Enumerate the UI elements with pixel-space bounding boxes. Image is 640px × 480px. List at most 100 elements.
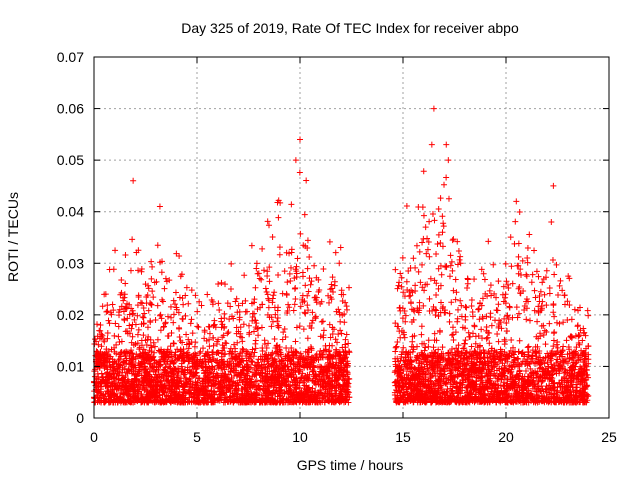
data-point: [293, 324, 300, 331]
data-point: [177, 347, 184, 354]
data-point: [139, 385, 146, 392]
data-point: [419, 340, 426, 347]
data-point: [550, 337, 557, 344]
data-point: [439, 243, 446, 250]
data-point: [266, 222, 273, 229]
data-point: [294, 255, 301, 262]
data-point: [422, 224, 429, 231]
data-point: [430, 303, 437, 310]
data-point: [268, 361, 275, 368]
data-point: [140, 332, 147, 339]
data-point: [137, 299, 144, 306]
data-point: [535, 303, 542, 310]
data-point: [431, 330, 438, 337]
data-point: [110, 390, 117, 397]
data-point: [575, 307, 582, 314]
data-point: [335, 306, 342, 313]
data-point: [122, 398, 129, 405]
data-point: [418, 323, 425, 330]
data-point: [316, 363, 323, 370]
data-point: [316, 287, 323, 293]
data-point: [126, 368, 133, 375]
data-point: [472, 333, 479, 340]
data-point: [201, 335, 208, 342]
data-point: [157, 259, 164, 266]
data-point: [329, 355, 336, 362]
data-point: [180, 358, 187, 365]
data-point: [110, 370, 117, 377]
data-point: [139, 300, 146, 307]
data-point: [179, 315, 186, 322]
data-point: [124, 330, 131, 337]
data-point: [308, 396, 315, 403]
data-point: [168, 314, 175, 321]
data-point: [164, 358, 171, 365]
data-point: [201, 327, 208, 334]
data-point: [209, 351, 216, 358]
data-point: [192, 292, 199, 299]
data-point: [145, 371, 152, 378]
data-point: [332, 336, 339, 343]
data-point: [277, 358, 284, 365]
data-point: [248, 350, 255, 357]
data-point: [254, 325, 261, 332]
data-point: [104, 329, 111, 336]
data-point: [193, 398, 200, 405]
data-point: [292, 395, 299, 402]
data-point: [296, 390, 303, 397]
data-point: [219, 342, 226, 349]
data-point: [198, 388, 205, 395]
data-point: [222, 394, 229, 401]
data-point: [550, 330, 557, 337]
data-point: [200, 345, 207, 352]
data-point: [173, 304, 180, 311]
data-point: [431, 217, 438, 224]
data-point: [534, 318, 541, 325]
data-point: [264, 355, 271, 362]
data-point: [446, 310, 453, 317]
data-point: [467, 333, 474, 340]
data-point: [287, 360, 294, 367]
data-point: [342, 355, 349, 362]
data-point: [261, 352, 268, 359]
data-point: [566, 301, 573, 308]
data-point: [307, 344, 314, 351]
data-point: [202, 363, 209, 370]
data-point: [267, 390, 274, 397]
data-point: [216, 380, 223, 387]
data-point: [132, 371, 139, 378]
data-point: [118, 387, 125, 394]
data-point: [211, 391, 218, 398]
data-point: [302, 399, 309, 406]
data-point: [394, 338, 401, 345]
data-point: [524, 356, 531, 363]
data-point: [301, 364, 308, 371]
data-point: [539, 377, 546, 384]
data-point: [302, 282, 309, 289]
data-point: [304, 244, 311, 251]
data-point: [328, 392, 335, 399]
data-point: [237, 350, 244, 357]
data-point: [232, 353, 239, 360]
data-point: [288, 201, 295, 208]
data-point: [157, 311, 164, 318]
data-point: [240, 346, 247, 353]
data-point: [420, 212, 427, 219]
data-point: [543, 267, 550, 274]
data-point: [434, 240, 441, 247]
data-point: [184, 354, 191, 361]
data-point: [276, 377, 283, 384]
data-point: [258, 324, 265, 331]
data-point: [303, 386, 310, 393]
data-point: [176, 334, 183, 341]
data-point: [319, 354, 326, 361]
data-point: [197, 348, 204, 355]
data-point: [272, 311, 279, 318]
data-point: [192, 372, 199, 379]
data-point: [293, 385, 300, 392]
data-point: [296, 169, 303, 176]
data-point: [480, 270, 487, 277]
data-point: [514, 314, 521, 321]
data-point: [282, 355, 289, 362]
data-point: [301, 309, 308, 316]
